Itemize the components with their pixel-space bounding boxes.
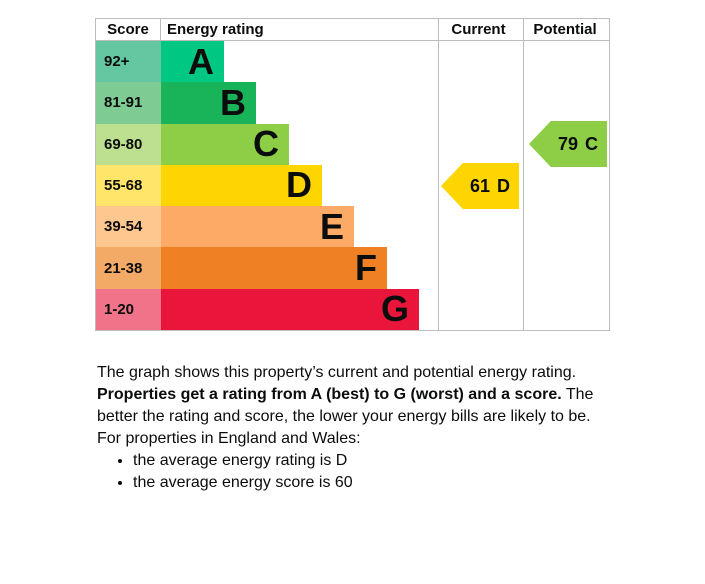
graph-intro-text: The graph shows this property’s current …: [97, 364, 577, 381]
band-row-g: 1-20 G: [96, 288, 609, 330]
band-row-b: 81-91 B: [96, 81, 609, 124]
band-letter-d: D: [286, 164, 312, 206]
chart-description: The graph shows this property’s current …: [97, 362, 625, 494]
list-item-average-score: the average energy score is 60: [133, 472, 625, 494]
band-letter-e: E: [319, 205, 344, 247]
band-letter-c: C: [253, 123, 279, 165]
score-range-d: 55-68: [96, 164, 161, 207]
energy-rating-column-header: Energy rating: [167, 21, 264, 38]
band-row-a: 92+ A: [96, 40, 609, 83]
rating-explanation-text: Properties get a rating from A (best) to…: [97, 384, 625, 428]
score-range-c: 69-80: [96, 123, 161, 165]
band-letter-f: F: [355, 247, 377, 289]
band-bar-a: A: [161, 40, 224, 83]
score-range-e: 39-54: [96, 206, 161, 248]
band-letter-b: B: [220, 81, 246, 123]
current-column-divider: [438, 19, 439, 330]
chart-body: 92+ A 81-91 B 69-80 C 55-68 D 39-54 E 21-38 F 1-20 G: [96, 41, 609, 330]
potential-column-divider: [523, 19, 524, 330]
current-band-letter: D: [497, 175, 511, 196]
band-row-f: 21-38 F: [96, 247, 609, 289]
band-bar-b: B: [161, 81, 256, 124]
band-bar-d: D: [161, 164, 322, 207]
band-bar-f: F: [161, 247, 387, 289]
potential-score-value: 79: [557, 133, 579, 154]
current-rating-label: 61 D: [470, 176, 510, 197]
potential-band-letter: C: [585, 133, 599, 154]
score-range-f: 21-38: [96, 247, 161, 289]
band-letter-g: G: [380, 288, 409, 330]
rating-explanation-bold: Properties get a rating from A (best) to…: [97, 386, 562, 403]
band-bar-c: C: [161, 123, 289, 165]
list-item-average-rating: the average energy rating is D: [133, 450, 625, 472]
band-row-e: 39-54 E: [96, 205, 609, 248]
score-range-b: 81-91: [96, 82, 161, 124]
energy-rating-chart: Score Energy rating Current Potential 92…: [95, 18, 610, 331]
potential-column-header: Potential: [533, 21, 597, 38]
rating-explanation-rest: The better the rating and score, the low…: [97, 386, 594, 425]
score-column-header: Score: [96, 19, 161, 40]
current-column-header: Current: [451, 21, 506, 38]
score-range-g: 1-20: [96, 288, 161, 330]
band-bar-e: E: [161, 205, 354, 248]
current-score-value: 61: [469, 175, 491, 196]
chart-header-row: Score Energy rating Current Potential: [96, 19, 609, 41]
score-range-a: 92+: [96, 41, 161, 83]
regions-heading: For properties in England and Wales:: [97, 430, 361, 447]
average-stats-list: the average energy rating is D the avera…: [97, 450, 625, 494]
potential-rating-label: 79 C: [558, 134, 598, 155]
band-letter-a: A: [188, 40, 214, 82]
band-bar-g: G: [161, 288, 419, 330]
band-row-c: 69-80 C: [96, 123, 609, 165]
band-row-d: 55-68 D: [96, 164, 609, 207]
